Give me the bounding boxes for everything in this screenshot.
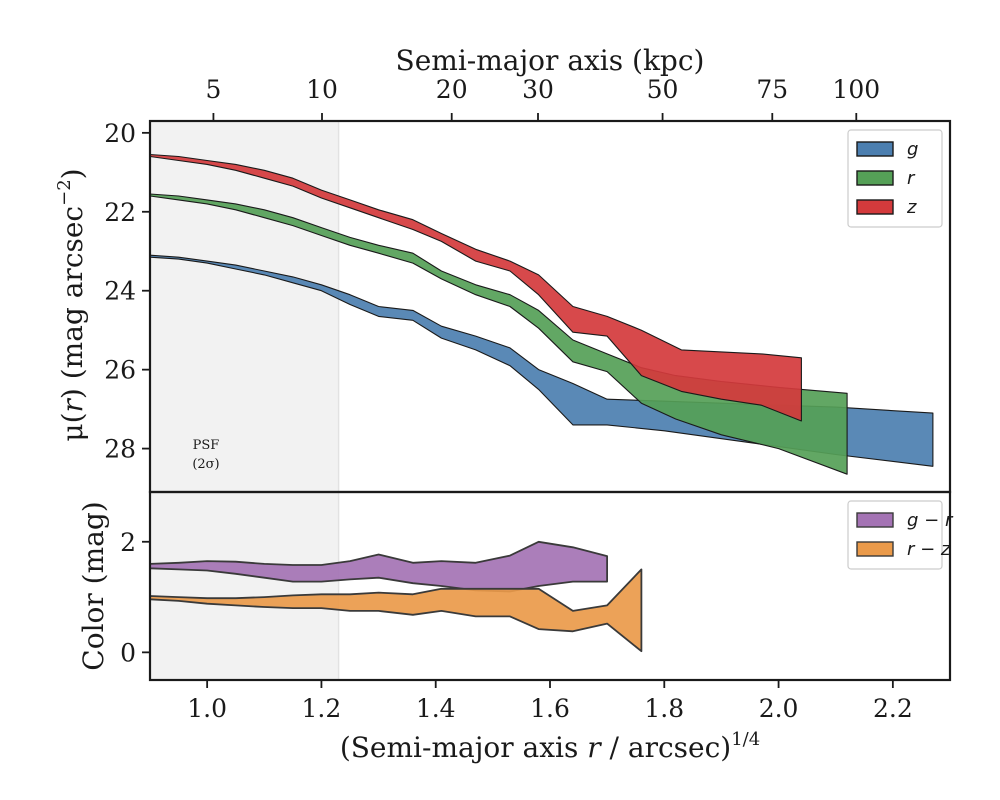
x-axis-title-sup: 1/4 [731, 729, 760, 750]
panel-0-y-tick-label-1: 22 [104, 198, 136, 227]
series-band-0-1 [150, 193, 848, 475]
x-axis-title-pre: (Semi-major axis [340, 731, 587, 764]
series-band-1-0 [150, 540, 608, 593]
axes-layer: 20 22 24 26 28 0 2 1.0 1.2 1.4 1.6 1.8 2.0 2.2 5 10 20 30… [104, 75, 952, 723]
psf-label-line2: (2σ) [192, 457, 219, 472]
top-y-title-post: ) (mag arcsec [56, 206, 89, 399]
x-tick-label-5: 2.0 [759, 694, 799, 723]
top-tick-label-3: 30 [522, 75, 554, 104]
series-band-1-1 [150, 568, 643, 653]
legend-label-1-0: g − r [907, 510, 954, 531]
top-tick-label-4: 50 [647, 75, 679, 104]
top-tick-label-0: 5 [205, 75, 221, 104]
panel-0-y-tick-label-0: 20 [104, 119, 136, 148]
top-panel-y-title: μ(r) (mag arcsec−2) [54, 168, 89, 441]
x-axis-title: (Semi-major axis r / arcsec)1/4 [340, 729, 760, 764]
x-axis-title-post: / arcsec) [601, 731, 732, 764]
panel-0-y-tick-label-4: 28 [104, 435, 136, 464]
panel-1-plot-area [150, 540, 643, 653]
legend-swatch-0-0 [856, 141, 894, 157]
x-tick-label-2: 1.4 [416, 694, 456, 723]
top-y-title-pre: μ( [56, 412, 89, 441]
x-tick-label-0: 1.0 [187, 694, 227, 723]
legend-swatch-0-2 [856, 199, 894, 215]
legend-label-0-1: r [907, 168, 916, 189]
psf-shade-layer [150, 121, 340, 680]
panel-1-y-tick-label-0: 0 [120, 638, 136, 667]
panel-0-y-tick-label-2: 24 [104, 277, 136, 306]
panel-0-y-tick-label-3: 26 [104, 356, 136, 385]
legend-label-0-0: g [907, 139, 918, 160]
legend-swatch-1-0 [856, 512, 894, 528]
top-y-title-end: ) [56, 168, 89, 179]
top-tick-label-6: 100 [832, 75, 880, 104]
legend-swatch-1-1 [856, 541, 894, 557]
top-y-title-var: r [56, 397, 89, 412]
legend-layer: grz g − r r − z [847, 129, 954, 570]
series-band-0-2 [150, 153, 802, 422]
top-axis-title: Semi-major axis (kpc) [396, 44, 705, 77]
legend-swatch-0-1 [856, 170, 894, 186]
x-tick-label-6: 2.2 [873, 694, 913, 723]
x-tick-label-1: 1.2 [302, 694, 342, 723]
legend-label-1-1: r − z [907, 539, 951, 560]
psf-shade [150, 121, 339, 680]
top-y-title-sup: −2 [54, 179, 75, 206]
legend-label-0-2: z [906, 197, 917, 218]
series-layer [150, 153, 934, 653]
psf-label-line1: PSF [193, 438, 220, 453]
panel-0-plot-area [150, 153, 934, 475]
top-tick-label-2: 20 [436, 75, 468, 104]
panel-1-y-tick-label-1: 2 [120, 528, 136, 557]
x-axis-title-var: r [587, 731, 602, 764]
top-tick-label-5: 75 [756, 75, 788, 104]
x-tick-label-4: 1.8 [644, 694, 684, 723]
bottom-panel-y-title: Color (mag) [77, 501, 110, 670]
x-tick-label-3: 1.6 [530, 694, 570, 723]
top-tick-label-1: 10 [306, 75, 338, 104]
